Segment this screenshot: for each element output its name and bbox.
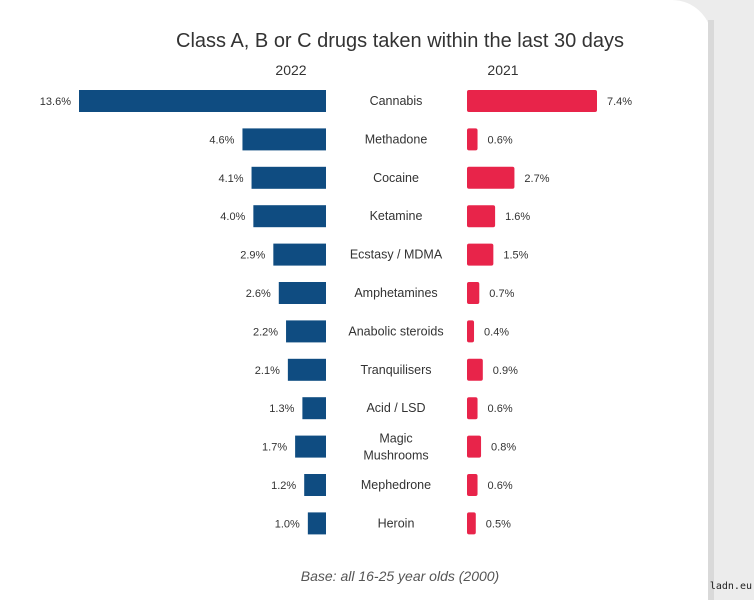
value-label-2022-ecstasy-mdma: 2.9% <box>240 250 265 262</box>
bar-2021-heroin <box>467 512 476 535</box>
bar-2021-acid-lsd <box>467 397 478 420</box>
bar-2021-magic-mushrooms <box>467 435 482 458</box>
bar-2021-mephedrone <box>467 474 478 496</box>
chart-footnote: Base: all 16-25 year olds (2000) <box>301 568 499 584</box>
value-label-2021-mephedrone: 0.6% <box>488 480 513 492</box>
category-label-methadone: Methadone <box>365 132 428 146</box>
bar-2022-anabolic-steroids <box>286 320 326 343</box>
value-label-2022-heroin: 1.0% <box>275 518 300 530</box>
bar-2022-tranquilisers <box>287 358 326 381</box>
legend-2021: 2021 <box>487 62 518 78</box>
value-label-2021-tranquilisers: 0.9% <box>493 365 518 377</box>
value-label-2022-amphetamines: 2.6% <box>246 288 271 300</box>
value-label-2022-cocaine: 4.1% <box>218 173 243 185</box>
bar-2022-magic-mushrooms <box>295 435 326 458</box>
value-label-2022-cannabis: 13.6% <box>40 96 71 108</box>
value-label-2021-ketamine: 1.6% <box>505 211 530 223</box>
bar-2022-cannabis <box>79 90 326 112</box>
value-label-2022-magic-mushrooms: 1.7% <box>262 442 287 454</box>
value-label-2022-tranquilisers: 2.1% <box>255 365 280 377</box>
category-label-anabolic-steroids: Anabolic steroids <box>348 324 443 338</box>
bar-2021-tranquilisers <box>467 358 483 381</box>
value-label-2021-amphetamines: 0.7% <box>489 288 514 300</box>
value-label-2021-anabolic-steroids: 0.4% <box>484 326 509 338</box>
category-label-mephedrone: Mephedrone <box>361 478 431 492</box>
category-label-cocaine: Cocaine <box>373 171 419 185</box>
bar-2022-heroin <box>307 512 326 535</box>
bars-group: 13.6% 7.4% Cannabis 4.6% 0.6% Methadone 4.1% 2.… <box>40 90 632 535</box>
value-label-2021-magic-mushrooms: 0.8% <box>491 442 516 454</box>
bar-2021-anabolic-steroids <box>467 320 475 343</box>
bar-2022-methadone <box>242 128 326 151</box>
category-label-amphetamines: Amphetamines <box>354 286 437 300</box>
value-label-2021-acid-lsd: 0.6% <box>488 403 513 415</box>
bar-2021-ecstasy-mdma <box>467 243 494 266</box>
card-edge <box>708 20 714 600</box>
category-label-magic-mushrooms: Magic Mushrooms <box>363 432 428 463</box>
value-label-2021-cannabis: 7.4% <box>607 96 632 108</box>
chart: Class A, B or C drugs taken within the l… <box>40 30 632 584</box>
legend-2022: 2022 <box>275 62 306 78</box>
chart-title: Class A, B or C drugs taken within the l… <box>176 30 624 52</box>
bar-2022-mephedrone <box>304 474 326 496</box>
bar-2021-methadone <box>467 128 478 151</box>
value-label-2021-methadone: 0.6% <box>488 134 513 146</box>
bar-2021-cocaine <box>467 166 515 189</box>
bar-2022-cocaine <box>251 166 326 189</box>
bar-2022-ketamine <box>253 205 326 228</box>
value-label-2022-anabolic-steroids: 2.2% <box>253 326 278 338</box>
bar-2022-acid-lsd <box>302 397 326 420</box>
value-label-2022-methadone: 4.6% <box>209 134 234 146</box>
value-label-2021-cocaine: 2.7% <box>524 173 549 185</box>
watermark: ladn.eu <box>709 581 752 592</box>
bar-2021-amphetamines <box>467 282 480 304</box>
bar-2022-ecstasy-mdma <box>273 243 326 266</box>
category-label-cannabis: Cannabis <box>370 94 423 108</box>
value-label-2022-ketamine: 4.0% <box>220 211 245 223</box>
bar-2021-ketamine <box>467 205 496 228</box>
value-label-2022-mephedrone: 1.2% <box>271 480 296 492</box>
bar-2022-amphetamines <box>278 282 326 304</box>
category-label-acid-lsd: Acid / LSD <box>366 401 425 415</box>
value-label-2021-heroin: 0.5% <box>486 518 511 530</box>
category-label-ketamine: Ketamine <box>370 209 423 223</box>
category-label-ecstasy-mdma: Ecstasy / MDMA <box>350 248 443 262</box>
bar-2021-cannabis <box>467 90 597 112</box>
value-label-2021-ecstasy-mdma: 1.5% <box>503 250 528 262</box>
category-label-tranquilisers: Tranquilisers <box>360 363 431 377</box>
value-label-2022-acid-lsd: 1.3% <box>269 403 294 415</box>
category-label-heroin: Heroin <box>378 516 415 530</box>
